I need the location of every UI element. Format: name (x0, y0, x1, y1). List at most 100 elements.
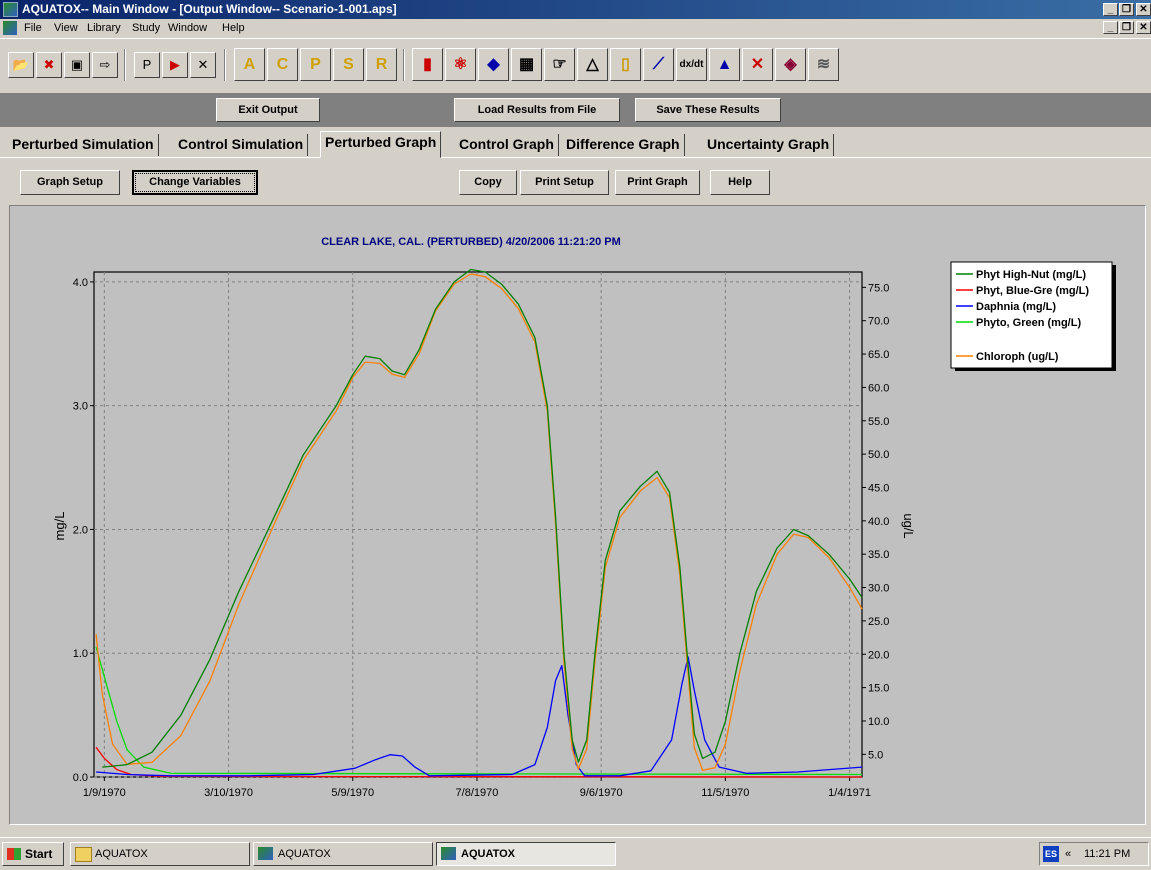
series-line-3 (95, 646, 863, 776)
x-tick-label: 9/6/1970 (580, 787, 623, 799)
y2-tick-label: 20.0 (868, 649, 889, 661)
restore-button[interactable]: ❐ (1119, 3, 1134, 16)
taskbar-item-label: AQUATOX (461, 848, 515, 860)
window-title: AQUATOX-- Main Window - [Output Window--… (22, 2, 397, 16)
menu-library[interactable]: Library (87, 22, 121, 34)
site-library-icon[interactable]: S (333, 48, 364, 81)
help-button[interactable]: Help (710, 170, 770, 195)
series-line-2 (96, 656, 863, 777)
tab-perturbed-simulation[interactable]: Perturbed Simulation (8, 134, 159, 156)
load-results-button[interactable]: Load Results from File (454, 98, 620, 122)
y-tick-label: 0.0 (73, 772, 88, 784)
triangle-icon[interactable]: △ (577, 48, 608, 81)
child-minimize-button[interactable]: _ (1103, 21, 1118, 34)
y-tick-label: 1.0 (73, 648, 88, 660)
series-line-4 (95, 273, 863, 771)
legend[interactable]: Phyt High-Nut (mg/L) Phyt, Blue-Gre (mg/L… (950, 261, 1116, 371)
open-folder-icon[interactable]: 📂 (8, 52, 34, 78)
child-restore-button[interactable]: ❐ (1119, 21, 1134, 34)
signal-icon[interactable]: ≋ (808, 48, 839, 81)
menu-view[interactable]: View (54, 22, 78, 34)
graph-setup-button[interactable]: Graph Setup (20, 170, 120, 195)
y2-tick-label: 45.0 (868, 482, 889, 494)
menu-help[interactable]: Help (222, 22, 245, 34)
y2-tick-label: 5.0 (868, 749, 883, 761)
menu-file[interactable]: File (24, 22, 42, 34)
tray-expand-chevron[interactable]: « (1065, 848, 1072, 860)
remineralization-library-icon[interactable]: R (366, 48, 397, 81)
series-line-0 (102, 268, 863, 768)
map-icon[interactable]: ◆ (478, 48, 509, 81)
taskbar-item-aquatox-active[interactable]: AQUATOX (436, 842, 616, 866)
print-icon[interactable]: ▶ (162, 52, 188, 78)
y2-tick-label: 15.0 (868, 683, 889, 695)
child-close-button[interactable]: ✕ (1136, 21, 1151, 34)
ruler-icon[interactable]: ▯ (610, 48, 641, 81)
linked-segments-icon[interactable]: ▦ (511, 48, 542, 81)
save-results-button[interactable]: Save These Results (635, 98, 781, 122)
y2-tick-label: 75.0 (868, 282, 889, 294)
menu-window[interactable]: Window (168, 22, 208, 34)
windows-flag-icon (7, 848, 21, 860)
close-icon[interactable]: ✕ (190, 52, 216, 78)
change-variables-button[interactable]: Change Variables (132, 170, 258, 195)
y-tick-label: 3.0 (73, 401, 88, 413)
graph-panel: CLEAR LAKE, CAL. (PERTURBED) 4/20/2006 1… (9, 205, 1146, 825)
aquatox-icon (441, 847, 456, 860)
tab-perturbed-graph[interactable]: Perturbed Graph (320, 131, 442, 158)
y2-tick-label: 60.0 (868, 382, 889, 394)
copy-button[interactable]: Copy (459, 170, 517, 195)
exit-output-button[interactable]: Exit Output (216, 98, 320, 122)
pointer-hand-icon[interactable]: ☞ (544, 48, 575, 81)
save-icon[interactable]: ▣ (64, 52, 90, 78)
atom-icon[interactable]: ⚛ (445, 48, 476, 81)
taskbar-item-folder[interactable]: AQUATOX (70, 842, 250, 866)
y2-tick-label: 55.0 (868, 416, 889, 428)
delete-icon[interactable]: ✖ (36, 52, 62, 78)
chart[interactable]: CLEAR LAKE, CAL. (PERTURBED) 4/20/2006 1… (10, 206, 1145, 824)
bar-chart-icon[interactable]: ▮ (412, 48, 443, 81)
start-button[interactable]: Start (2, 842, 64, 866)
tab-uncertainty-graph[interactable]: Uncertainty Graph (703, 134, 835, 156)
language-indicator[interactable]: ES (1043, 846, 1059, 862)
chart-title: CLEAR LAKE, CAL. (PERTURBED) 4/20/2006 1… (321, 236, 621, 248)
print-graph-button[interactable]: Print Graph (615, 170, 700, 195)
animal-library-icon[interactable]: A (234, 48, 265, 81)
x-tick-label: 7/8/1970 (456, 787, 499, 799)
derivative-icon[interactable]: dx/dt (676, 48, 707, 81)
menu-study[interactable]: Study (132, 22, 161, 34)
legend-label: Phyt, Blue-Gre (mg/L) (976, 285, 1089, 297)
taskbar: Start AQUATOX AQUATOX AQUATOX ES « 11:21… (0, 837, 1151, 870)
y2-axis-label: ug/L (901, 513, 916, 538)
minimize-button[interactable]: _ (1103, 3, 1118, 16)
start-label: Start (25, 847, 53, 861)
y2-tick-label: 40.0 (868, 516, 889, 528)
plant-library-icon[interactable]: P (300, 48, 331, 81)
tab-control-graph[interactable]: Control Graph (455, 134, 559, 156)
x-tick-label: 3/10/1970 (204, 787, 253, 799)
taskbar-item-label: AQUATOX (278, 848, 331, 860)
taskbar-item-aquatox[interactable]: AQUATOX (253, 842, 433, 866)
distribution-icon[interactable]: ▲ (709, 48, 740, 81)
folder-icon (75, 847, 92, 862)
print-setup-icon[interactable]: P (134, 52, 160, 78)
close-button[interactable]: ✕ (1136, 3, 1151, 16)
graph-x-icon[interactable]: ✕ (742, 48, 773, 81)
tab-difference-graph[interactable]: Difference Graph (562, 134, 685, 156)
graph-icon[interactable]: ⟋ (643, 48, 674, 81)
legend-label: Phyto, Green (mg/L) (976, 317, 1081, 329)
chemical-library-icon[interactable]: C (267, 48, 298, 81)
tab-control-simulation[interactable]: Control Simulation (174, 134, 309, 156)
book-icon[interactable]: ◈ (775, 48, 806, 81)
save-as-icon[interactable]: ⇨ (92, 52, 118, 78)
y2-tick-label: 50.0 (868, 449, 889, 461)
app-icon[interactable] (3, 2, 18, 17)
child-window-icon[interactable] (3, 21, 17, 35)
x-tick-label: 11/5/1970 (701, 787, 749, 799)
print-setup-button[interactable]: Print Setup (520, 170, 609, 195)
y2-tick-label: 30.0 (868, 583, 889, 595)
plot-area (93, 271, 863, 778)
y2-tick-label: 35.0 (868, 549, 889, 561)
y2-tick-label: 70.0 (868, 316, 889, 328)
tab-strip: Perturbed Simulation Control Simulation … (0, 131, 1151, 158)
